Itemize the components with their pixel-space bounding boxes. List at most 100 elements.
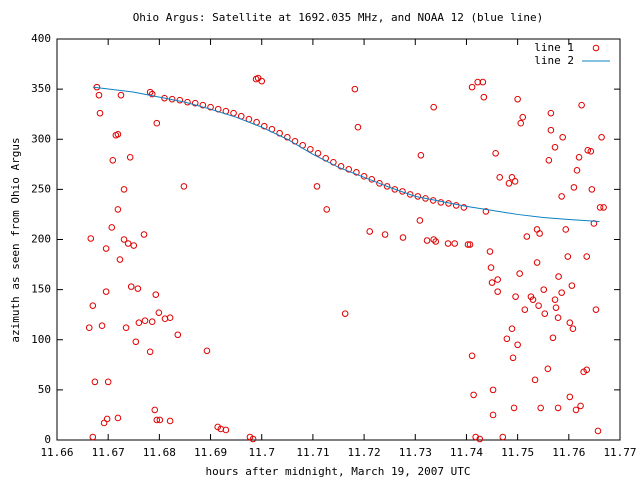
point	[406, 191, 414, 198]
point	[487, 264, 495, 271]
point	[376, 180, 383, 187]
point	[568, 282, 576, 289]
point	[85, 324, 93, 332]
point	[575, 153, 583, 161]
legend-label: line 1	[534, 41, 574, 54]
point	[260, 122, 268, 130]
point	[148, 90, 156, 98]
point	[203, 347, 211, 355]
point	[191, 99, 199, 107]
point	[523, 233, 531, 240]
point	[572, 406, 580, 414]
point	[600, 204, 607, 211]
point	[499, 433, 507, 441]
x-tick-label: 11.66	[40, 446, 73, 459]
point	[152, 291, 160, 298]
y-tick-label: 250	[31, 182, 51, 195]
point	[519, 113, 527, 121]
point	[127, 283, 135, 290]
x-tick-label: 11.72	[348, 446, 381, 459]
x-tick-label: 11.73	[399, 446, 432, 459]
point	[512, 293, 519, 300]
y-tick-label: 100	[31, 333, 51, 346]
point	[323, 206, 331, 213]
point	[544, 365, 552, 373]
point	[430, 103, 437, 111]
point	[337, 163, 345, 170]
point	[124, 240, 132, 247]
point	[549, 334, 557, 342]
point	[537, 404, 544, 412]
point	[116, 256, 124, 263]
point	[468, 352, 476, 360]
point	[161, 94, 168, 102]
x-tick-label: 11.76	[552, 446, 585, 459]
point	[444, 240, 452, 247]
point	[341, 310, 349, 317]
point	[566, 393, 574, 401]
point	[98, 322, 106, 330]
point	[89, 433, 97, 441]
point	[466, 241, 474, 248]
point	[594, 427, 602, 435]
x-axis-label: hours after midnight, March 19, 2007 UTC	[206, 465, 471, 478]
point	[156, 416, 164, 424]
point	[100, 419, 108, 427]
point	[96, 109, 104, 117]
point	[578, 101, 585, 109]
point	[314, 149, 322, 157]
point	[521, 306, 529, 313]
point	[573, 167, 581, 174]
point	[132, 338, 140, 346]
point	[541, 310, 549, 317]
point	[482, 208, 490, 215]
point	[87, 235, 95, 242]
point	[510, 404, 518, 412]
point	[505, 180, 513, 187]
x-tick-label: 11.77	[603, 446, 636, 459]
point	[551, 143, 559, 151]
y-axis-label: azimuth as seen from Ohio Argus	[9, 137, 22, 342]
point	[146, 348, 154, 356]
point	[562, 226, 570, 233]
point	[558, 193, 565, 200]
point	[584, 146, 592, 154]
point	[540, 286, 548, 293]
point	[381, 231, 389, 238]
point	[391, 186, 399, 193]
point	[153, 416, 161, 424]
point	[366, 228, 374, 235]
line	[92, 86, 600, 222]
point	[155, 309, 163, 316]
point	[547, 126, 555, 134]
x-tick-label: 11.71	[296, 446, 329, 459]
point	[496, 174, 504, 181]
point	[130, 242, 138, 249]
point	[480, 93, 488, 101]
point	[486, 248, 494, 255]
point	[180, 183, 188, 190]
point	[313, 183, 321, 190]
point	[153, 119, 161, 127]
point	[554, 314, 562, 321]
point	[122, 324, 130, 332]
point	[583, 253, 591, 260]
point	[588, 186, 596, 193]
point	[432, 238, 440, 245]
point	[494, 276, 501, 283]
point	[514, 95, 521, 103]
point	[108, 224, 116, 231]
point	[95, 91, 103, 99]
point	[148, 318, 156, 326]
point	[103, 415, 111, 423]
point	[351, 85, 359, 93]
point	[126, 153, 134, 161]
point	[514, 341, 521, 349]
point	[174, 331, 182, 339]
point	[555, 273, 562, 280]
point	[508, 174, 516, 181]
y-tick-label: 400	[31, 32, 51, 45]
point	[492, 149, 499, 157]
